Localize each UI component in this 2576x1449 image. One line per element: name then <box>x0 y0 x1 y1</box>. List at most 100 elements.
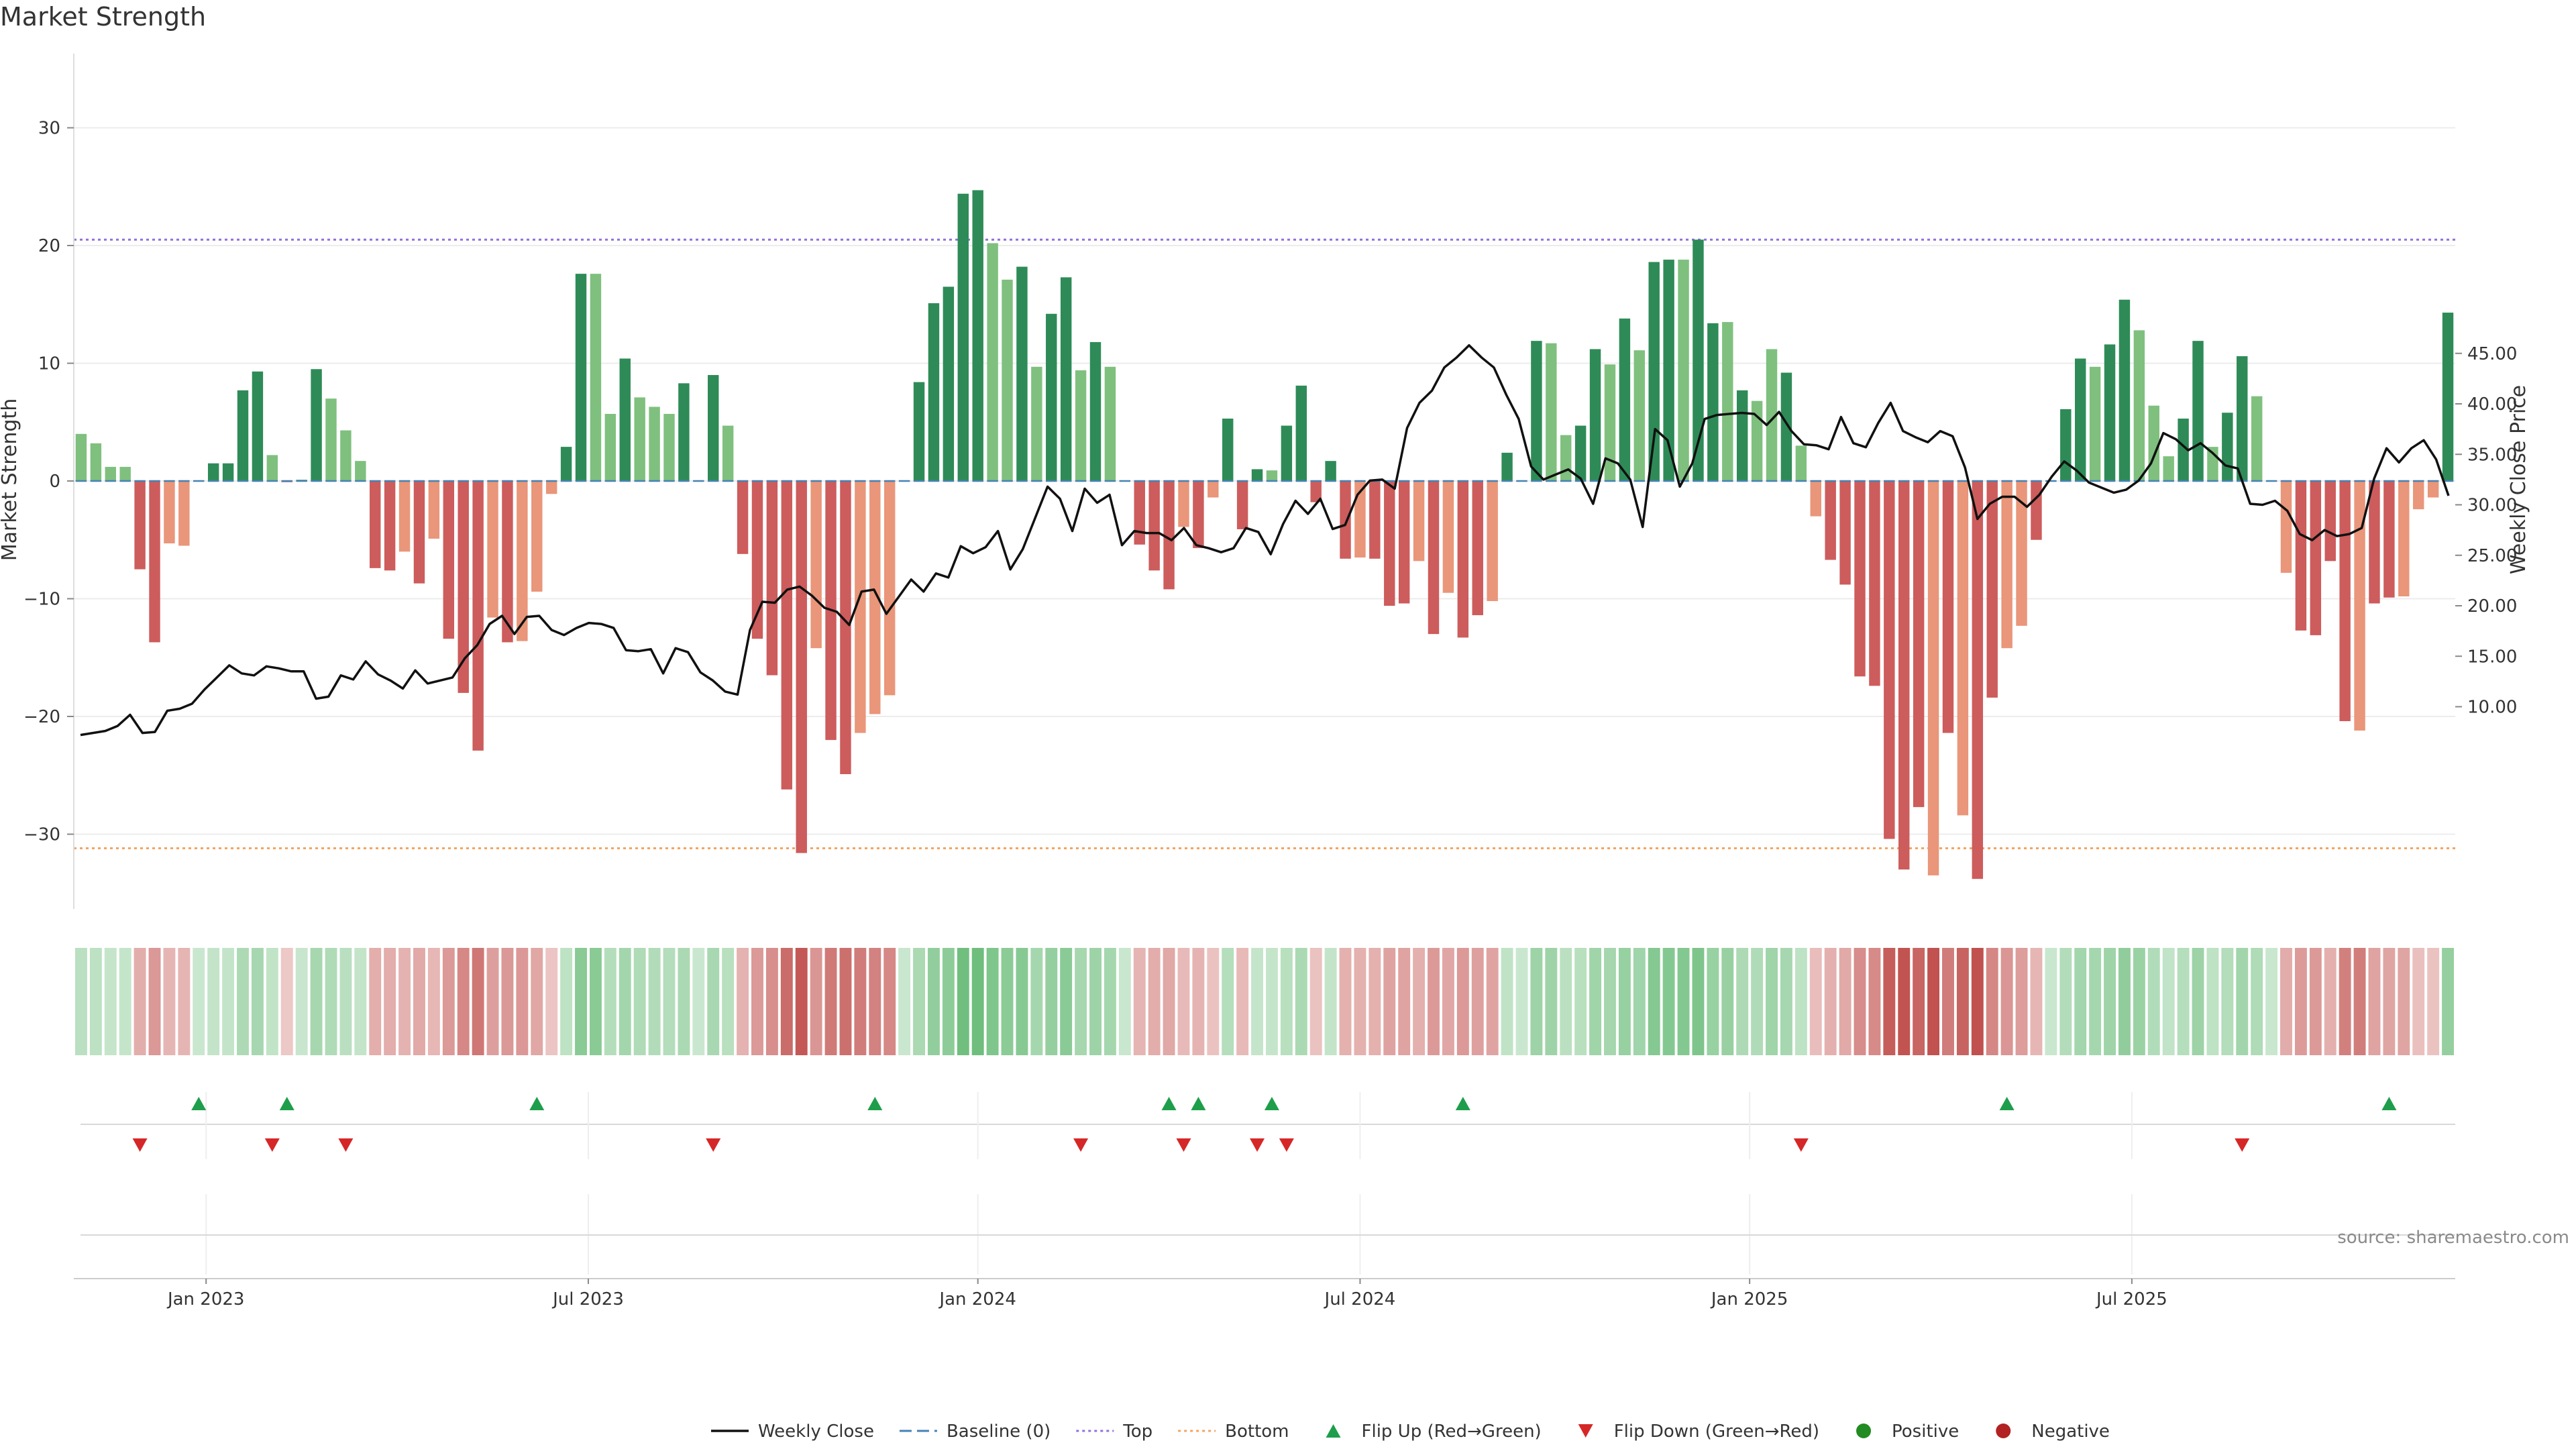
heat-cell <box>2133 948 2145 1055</box>
strength-bar <box>1751 400 1763 481</box>
strength-bar <box>2222 413 2233 481</box>
heat-cell <box>1324 948 1337 1055</box>
x-tick-label: Jan 2025 <box>1710 1289 1788 1309</box>
strength-bar <box>1016 266 1028 481</box>
strength-bar <box>1487 481 1498 602</box>
chart-title: Market Strength <box>0 2 206 32</box>
heat-cell <box>251 948 264 1055</box>
legend-item: Positive <box>1856 1421 1959 1442</box>
legend-circle <box>1996 1424 2011 1438</box>
strength-bar <box>1398 481 1410 604</box>
strength-bar <box>1413 481 1425 561</box>
heat-cell <box>1736 948 1749 1055</box>
strength-bar <box>119 466 131 481</box>
left-y-axis: 30 20 10 0 −10 −20 −30 <box>23 54 74 909</box>
legend-circle <box>1856 1424 1872 1438</box>
strength-bar <box>928 303 940 481</box>
strength-bar <box>237 390 249 481</box>
flip-down-marker <box>264 1138 280 1152</box>
heat-cell <box>1515 948 1528 1055</box>
strength-bar <box>1193 481 1204 549</box>
heat-cell <box>2030 948 2043 1055</box>
legend-label: Weekly Close <box>758 1421 874 1442</box>
heat-cell <box>427 948 440 1055</box>
heat-cell <box>384 948 396 1055</box>
heat-cell <box>1927 948 1940 1055</box>
heat-cell <box>163 948 176 1055</box>
left-axis-label: Market Strength <box>0 398 21 561</box>
heat-cell <box>1398 948 1411 1055</box>
heat-cell <box>795 948 808 1055</box>
strength-bar <box>1222 418 1234 481</box>
strength-bar <box>1442 481 1454 593</box>
left-tick-label: −20 <box>23 707 60 727</box>
strength-bar <box>1546 343 1557 481</box>
strength-bar <box>1898 481 1910 870</box>
flip-down-marker <box>1793 1138 1809 1152</box>
x-tick-label: Jul 2024 <box>1324 1289 1396 1309</box>
heat-cell <box>1913 948 1925 1055</box>
strength-bars <box>75 190 2454 879</box>
legend-item: Top <box>1076 1421 1152 1442</box>
heat-cell <box>854 948 867 1055</box>
strength-bar <box>913 382 925 481</box>
strength-bar <box>1178 481 1189 527</box>
strength-bar <box>2324 481 2336 561</box>
strength-bar <box>2295 481 2307 631</box>
heat-cell <box>2118 948 2131 1055</box>
heat-cell <box>1971 948 1984 1055</box>
heat-cell <box>575 948 587 1055</box>
strength-bar <box>1295 385 1307 481</box>
strength-bar <box>751 481 763 639</box>
heat-cell <box>2353 948 2366 1055</box>
legend-item: Weekly Close <box>711 1421 874 1442</box>
heat-cell <box>178 948 191 1055</box>
strength-bar <box>2192 341 2204 481</box>
x-tick-label: Jul 2025 <box>2095 1289 2167 1309</box>
heat-cell <box>678 948 690 1055</box>
heat-cell <box>1604 948 1616 1055</box>
heat-cell <box>1280 948 1293 1055</box>
strength-bar <box>1046 313 1057 481</box>
heat-cell <box>1309 948 1322 1055</box>
strength-bar <box>398 481 411 552</box>
heat-cell <box>1222 948 1234 1055</box>
heat-cell <box>1471 948 1484 1055</box>
legend-label: Bottom <box>1225 1421 1289 1442</box>
strength-bar <box>311 369 322 481</box>
strength-bar <box>722 425 734 481</box>
heat-cell <box>1251 948 1263 1055</box>
strength-bar <box>575 274 587 481</box>
flip-up-marker <box>1455 1097 1470 1110</box>
strength-bar <box>1869 481 1880 686</box>
x-axis: Jan 2023 Jul 2023 Jan 2024 Jul 2024 Jan 2025… <box>74 1278 2455 1309</box>
strength-bar <box>590 274 602 481</box>
flip-up-marker <box>2381 1097 2397 1110</box>
strength-bar <box>1148 481 1160 571</box>
heat-cell <box>1295 948 1307 1055</box>
heat-cell <box>1207 948 1220 1055</box>
strength-bar <box>2398 481 2410 596</box>
strength-bar <box>1648 262 1660 481</box>
heat-cell <box>1001 948 1014 1055</box>
heat-cell <box>545 948 558 1055</box>
heat-cell <box>1898 948 1911 1055</box>
strength-bar <box>883 481 896 696</box>
heat-cell <box>1089 948 1102 1055</box>
strength-bar <box>472 481 484 751</box>
heat-cell <box>89 948 102 1055</box>
strength-bar <box>178 481 190 546</box>
legend-item: Baseline (0) <box>899 1421 1051 1442</box>
left-tick-label: 30 <box>38 119 60 139</box>
strength-bar <box>2060 409 2072 481</box>
heat-cell <box>1060 948 1073 1055</box>
flip-up-marker <box>867 1097 883 1110</box>
heat-cell <box>604 948 616 1055</box>
strength-bar <box>1854 481 1866 677</box>
heat-cell <box>325 948 337 1055</box>
heat-cell <box>339 948 352 1055</box>
heat-cell <box>1545 948 1558 1055</box>
heat-cell <box>633 948 646 1055</box>
strength-bar <box>1795 445 1807 481</box>
strength-bar <box>2016 481 2027 626</box>
